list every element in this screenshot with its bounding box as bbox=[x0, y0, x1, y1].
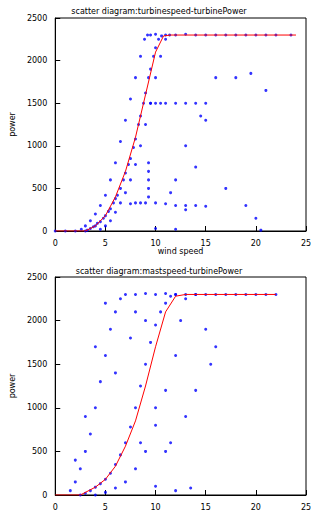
svg-text:1500: 1500 bbox=[27, 99, 47, 108]
svg-text:1000: 1000 bbox=[27, 141, 47, 150]
svg-text:0: 0 bbox=[42, 227, 47, 236]
svg-text:25: 25 bbox=[301, 503, 311, 512]
svg-text:5: 5 bbox=[103, 239, 108, 248]
svg-text:wind speed: wind speed bbox=[158, 247, 204, 256]
svg-text:1500: 1500 bbox=[27, 360, 47, 369]
svg-text:25: 25 bbox=[301, 239, 311, 248]
svg-text:2000: 2000 bbox=[27, 56, 47, 65]
svg-text:2500: 2500 bbox=[27, 273, 47, 282]
svg-text:power: power bbox=[8, 373, 17, 398]
svg-text:power: power bbox=[8, 111, 17, 136]
svg-text:10: 10 bbox=[150, 503, 160, 512]
svg-text:1000: 1000 bbox=[27, 403, 47, 412]
svg-text:15: 15 bbox=[201, 503, 211, 512]
svg-text:500: 500 bbox=[32, 447, 47, 456]
svg-text:scatter diagram:turbinespeed-t: scatter diagram:turbinespeed-turbinePowe… bbox=[71, 7, 247, 16]
svg-text:2500: 2500 bbox=[27, 14, 47, 23]
svg-text:15: 15 bbox=[201, 239, 211, 248]
svg-text:2000: 2000 bbox=[27, 316, 47, 325]
svg-text:0: 0 bbox=[53, 503, 58, 512]
svg-text:20: 20 bbox=[251, 239, 261, 248]
svg-text:20: 20 bbox=[251, 503, 261, 512]
svg-text:10: 10 bbox=[150, 239, 160, 248]
svg-text:0: 0 bbox=[53, 239, 58, 248]
svg-text:5: 5 bbox=[103, 503, 108, 512]
svg-text:500: 500 bbox=[32, 184, 47, 193]
svg-text:0: 0 bbox=[42, 491, 47, 500]
svg-text:scatter diagram:mastspeed-turb: scatter diagram:mastspeed-turbinePower bbox=[76, 267, 243, 276]
